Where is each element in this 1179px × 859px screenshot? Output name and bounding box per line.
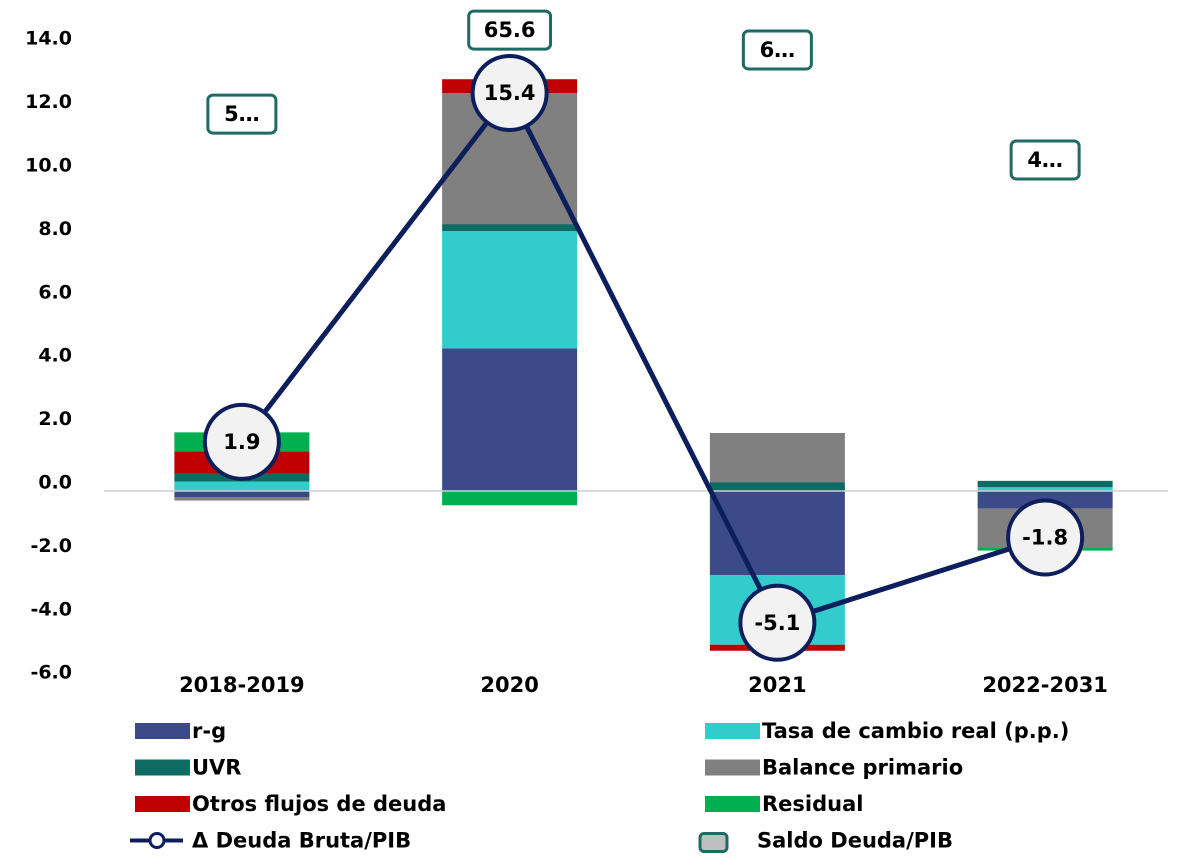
legend-swatch [705,796,760,812]
data-box [741,29,813,71]
bar [977,480,1113,488]
legend-label: Residual [762,792,863,816]
bar [442,231,578,349]
data-box [1009,139,1081,181]
data-label: 6… [760,38,796,62]
x-tick-label: 2022-2031 [982,673,1108,697]
y-tick-label: 0.0 [38,472,72,494]
legend-swatch [148,832,166,849]
data-label: 5… [224,102,260,126]
data-label: 65.6 [484,18,536,42]
x-tick-label: 2018-2019 [179,673,305,697]
legend-label: r-g [192,719,226,743]
data-box [206,93,278,135]
line-marker [1006,498,1085,577]
legend-swatch [135,759,190,776]
data-label: 1.9 [223,430,260,454]
legend-label: UVR [192,756,241,780]
bar [442,491,578,506]
bar [709,482,845,491]
legend-swatch [698,832,729,853]
legend-label: Δ Deuda Bruta/PIB [192,829,411,853]
legend-swatch [705,759,760,776]
legend-swatch [705,723,760,739]
bar [174,481,310,491]
y-tick-label: 2.0 [38,408,72,430]
y-tick-label: -6.0 [30,662,72,684]
y-tick-label: -4.0 [30,598,72,620]
legend-label: Balance primario [762,756,963,780]
bar [442,224,578,232]
y-tick-label: 10.0 [25,155,72,177]
data-label: 15.4 [484,81,536,105]
data-box [467,9,553,51]
legend-label: Tasa de cambio real (p.p.) [762,719,1069,743]
y-tick-label: -2.0 [30,535,72,557]
y-tick-label: 6.0 [38,281,72,303]
line-marker [470,53,549,132]
x-tick-label: 2020 [480,673,538,697]
y-tick-label: 12.0 [25,91,72,113]
legend-label: Saldo Deuda/PIB [757,829,953,853]
legend-swatch [135,796,190,812]
legend-label: Otros flujos de deuda [192,792,446,816]
line [239,88,1046,626]
bar [977,487,1113,491]
data-label: 4… [1027,148,1063,172]
y-tick-label: 4.0 [38,345,72,367]
y-tick-label: 8.0 [38,218,72,240]
line-marker [738,583,817,662]
bar [709,432,845,483]
legend-swatch [135,723,190,739]
bar [174,491,310,498]
data-label: -1.8 [1022,525,1068,549]
line-marker [202,402,281,481]
y-tick-label: 14.0 [25,28,72,50]
data-label: -5.1 [754,611,800,635]
x-tick-label: 2021 [748,673,806,697]
bar [442,348,578,491]
bar [174,497,310,501]
